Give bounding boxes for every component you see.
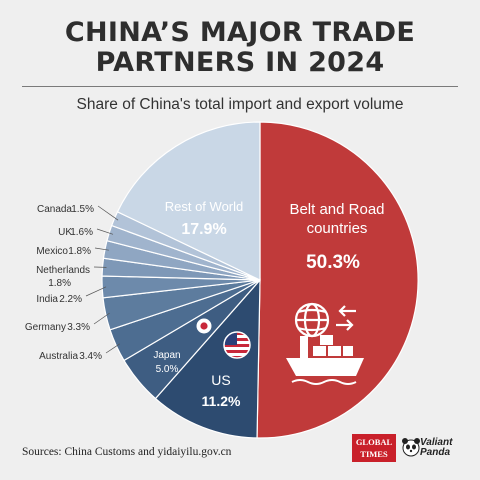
cargo-ship-icon (286, 335, 364, 385)
outside-value-mexico: 1.8% (68, 246, 91, 257)
outside-label-netherlands: Netherlands (36, 265, 90, 276)
chart-title: CHINA’S MAJOR TRADE PARTNERS IN 2024 (0, 18, 480, 78)
slice-value-us: 11.2% (202, 393, 241, 409)
leader-line-india (85, 286, 107, 297)
global-times-logo-text-1: GLOBAL (355, 437, 393, 447)
valiant-panda-logo-text-1: Valiant (420, 437, 453, 448)
slice-label-rest-of-world: Rest of World (165, 199, 244, 214)
outside-value-india: 2.2% (59, 294, 82, 305)
pie-slice-rest-of-world (116, 121, 261, 281)
title-divider (22, 86, 458, 87)
outside-value-canada: 1.5% (71, 204, 94, 215)
leader-line-canada (97, 205, 119, 221)
leader-line-uk (96, 228, 114, 235)
outside-label-australia: Australia (39, 351, 78, 362)
outside-label-uk: UK (58, 227, 72, 238)
outside-label-germany: Germany (25, 322, 66, 333)
outside-label-mexico: Mexico (36, 246, 68, 257)
outside-label-canada: Canada (37, 204, 72, 215)
valiant-panda-logo: Valiant Panda (402, 433, 460, 463)
pie-slice-belt-road (256, 121, 419, 439)
japan-flag-icon (196, 318, 212, 334)
slice-label-belt-road-line-1: Belt and Road (289, 201, 384, 218)
global-times-logo-text-2: TIMES (360, 449, 388, 459)
pie-slice-us (154, 278, 261, 439)
outside-value-netherlands: 1.8% (48, 278, 71, 289)
slice-value-belt-road: 50.3% (306, 252, 360, 273)
sources-note: Sources: China Customs and yidaiyilu.gov… (22, 446, 232, 458)
chart-subtitle: Share of China's total import and export… (76, 96, 404, 113)
panda-icon (402, 438, 420, 457)
globe-trade-icon (294, 302, 356, 338)
outside-value-germany: 3.3% (67, 322, 90, 333)
outside-value-uk: 1.6% (70, 227, 93, 238)
slice-label-belt-road-line-2: countries (307, 220, 368, 237)
outside-value-australia: 3.4% (79, 351, 102, 362)
slice-value-rest-of-world: 17.9% (181, 221, 226, 238)
outside-label-india: India (36, 294, 58, 305)
leader-line-germany (93, 312, 110, 325)
slice-label-japan: Japan (153, 350, 180, 361)
pie-slices (101, 121, 419, 439)
leader-lines (85, 205, 120, 354)
leader-line-mexico (94, 247, 109, 251)
chart-title-line-2: PARTNERS IN 2024 (95, 47, 385, 78)
valiant-panda-logo-text-2: Panda (420, 447, 451, 458)
us-flag-icon (223, 331, 251, 359)
chart-title-line-1: CHINA’S MAJOR TRADE (64, 17, 416, 48)
slice-value-japan: 5.0% (156, 364, 179, 375)
global-times-logo: GLOBAL TIMES (352, 434, 396, 462)
slice-label-us: US (211, 372, 230, 388)
leader-line-australia (105, 343, 120, 354)
